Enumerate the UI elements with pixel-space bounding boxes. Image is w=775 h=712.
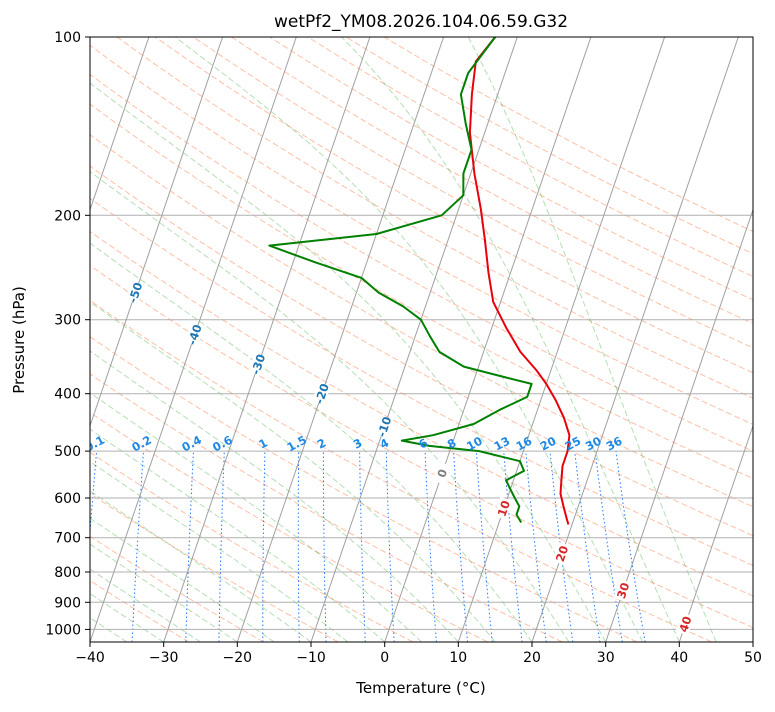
y-axis-title: Pressure (hPa) (10, 286, 28, 394)
x-tick-label: 30 (597, 650, 615, 666)
y-tick-label: 900 (54, 595, 81, 611)
chart-title: wetPf2_YM08.2026.104.06.59.G32 (274, 12, 568, 32)
x-tick-label: −10 (296, 650, 326, 666)
y-tick-label: 700 (54, 531, 81, 547)
y-tick-label: 100 (54, 30, 81, 46)
y-tick-label: 600 (54, 491, 81, 507)
y-tick-label: 500 (54, 444, 81, 460)
x-tick-label: 0 (380, 650, 389, 666)
x-tick-label: 20 (523, 650, 541, 666)
x-tick-label: −20 (223, 650, 253, 666)
y-tick-label: 1000 (45, 622, 81, 638)
y-tick-label: 200 (54, 208, 81, 224)
x-axis-title: Temperature (°C) (355, 679, 485, 697)
y-tick-label: 300 (54, 313, 81, 329)
y-tick-label: 400 (54, 387, 81, 403)
x-tick-label: 40 (670, 650, 688, 666)
y-tick-label: 800 (54, 565, 81, 581)
x-tick-label: −40 (75, 650, 105, 666)
x-tick-label: 10 (449, 650, 467, 666)
x-tick-label: −30 (149, 650, 179, 666)
x-tick-label: 50 (744, 650, 762, 666)
